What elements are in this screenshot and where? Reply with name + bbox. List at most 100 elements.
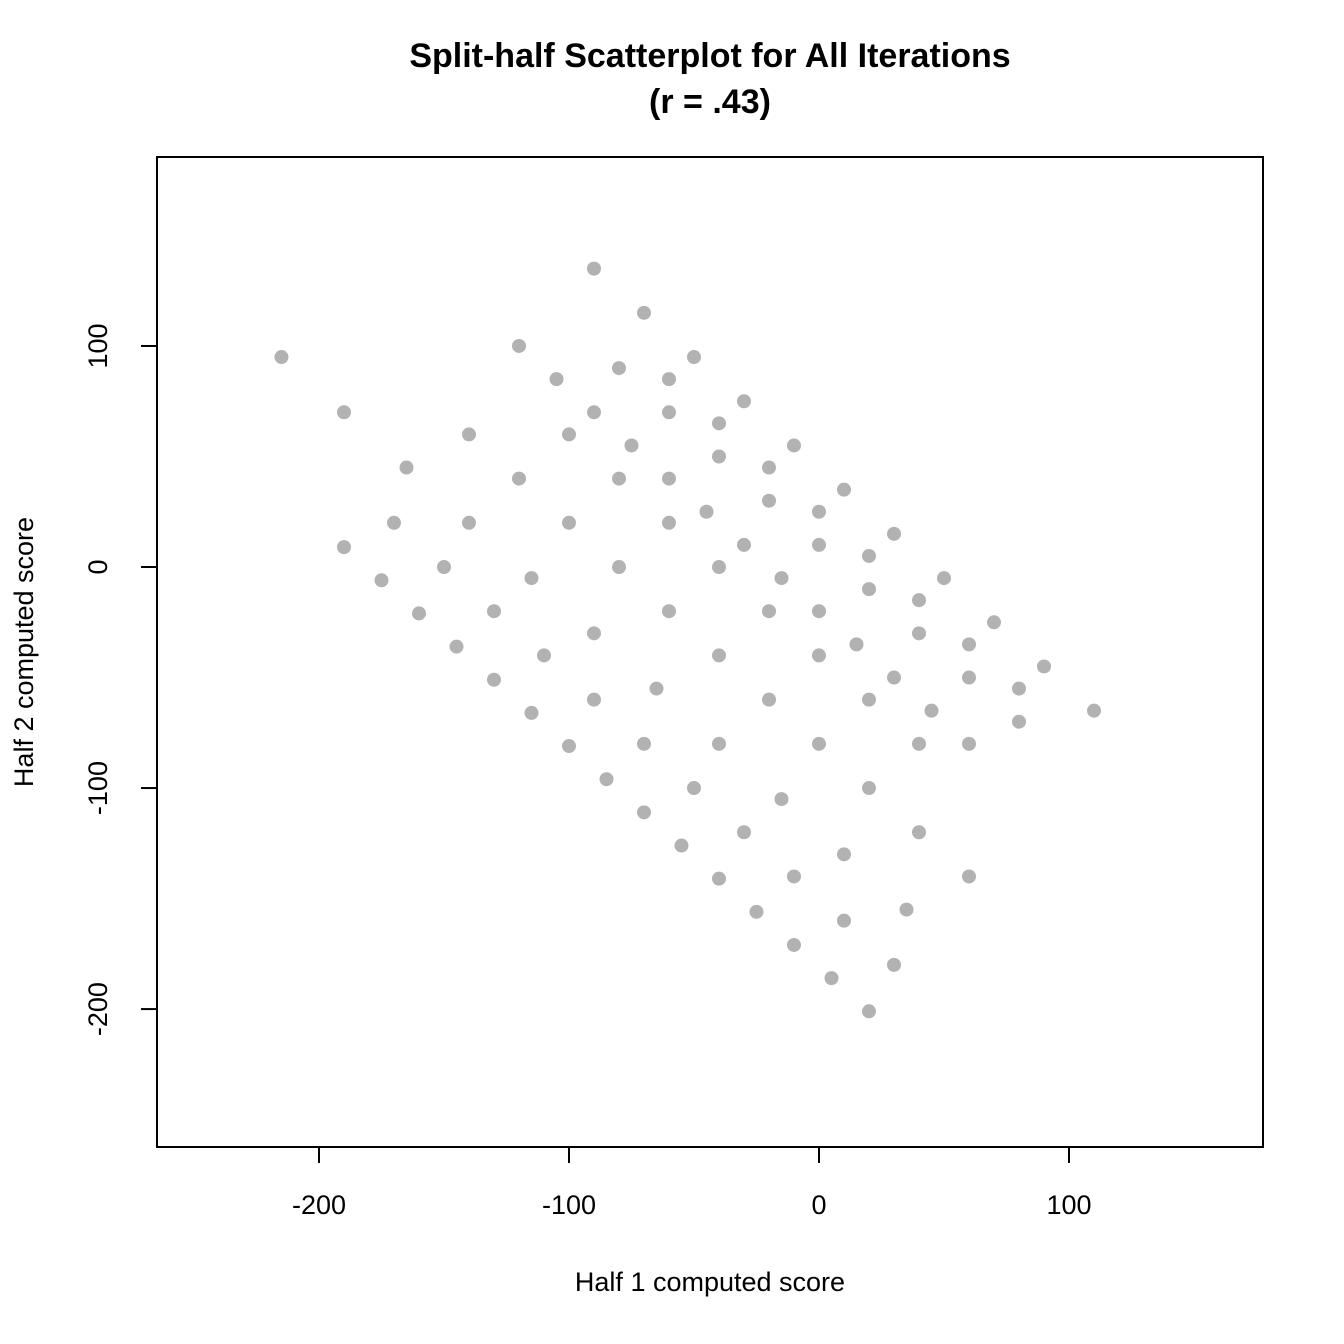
point (812, 648, 826, 663)
point (612, 471, 626, 486)
point (562, 739, 576, 754)
point (712, 871, 726, 886)
plot-frame (156, 156, 1264, 1148)
point (887, 670, 901, 685)
point (787, 937, 801, 952)
point (662, 372, 676, 387)
y-tick-label: -200 (83, 982, 113, 1036)
point (712, 560, 726, 575)
point (762, 460, 776, 475)
point (737, 394, 751, 409)
point (662, 604, 676, 619)
point (374, 573, 389, 588)
point (412, 606, 426, 621)
point (912, 736, 926, 751)
point (912, 593, 926, 608)
point (862, 548, 876, 563)
chart-title: Split-half Scatterplot for All Iteration… (409, 37, 1010, 75)
point (449, 639, 464, 654)
point (737, 537, 751, 552)
point (624, 438, 639, 453)
point (887, 526, 901, 541)
point (812, 504, 826, 519)
point (937, 571, 951, 586)
point (887, 957, 901, 972)
chart-subtitle: (r = .43) (649, 83, 771, 121)
point (787, 438, 801, 453)
point (712, 449, 726, 464)
point (637, 736, 651, 751)
point (274, 350, 289, 365)
point (812, 537, 826, 552)
point (912, 825, 926, 840)
point (712, 736, 726, 751)
point (687, 781, 701, 796)
x-tick-label: -200 (292, 1190, 346, 1220)
point (387, 515, 401, 530)
point (562, 515, 576, 530)
point (587, 405, 601, 420)
point (837, 482, 851, 497)
x-axis-label: Half 1 computed score (575, 1267, 845, 1297)
point (862, 781, 876, 796)
point (487, 672, 501, 687)
point (1037, 659, 1051, 674)
point (837, 847, 851, 862)
point (962, 869, 976, 884)
point (612, 361, 626, 376)
point (812, 736, 826, 751)
point (337, 540, 351, 555)
point (962, 637, 976, 652)
point (462, 427, 476, 442)
point (662, 471, 676, 486)
point (1087, 703, 1101, 718)
x-tick-label: -100 (542, 1190, 596, 1220)
point (537, 648, 551, 663)
point (987, 615, 1001, 630)
point (587, 626, 601, 641)
point (812, 604, 826, 619)
point (612, 560, 626, 575)
y-tick-label: 0 (83, 559, 113, 574)
point (762, 493, 776, 508)
point (1012, 714, 1026, 729)
point (712, 416, 726, 431)
point (837, 913, 851, 928)
x-tick-label: 0 (811, 1190, 826, 1220)
point (512, 338, 526, 353)
point (437, 560, 451, 575)
y-tick-label: -100 (83, 761, 113, 815)
point (662, 405, 676, 420)
point (899, 902, 914, 917)
point (749, 904, 764, 919)
point (662, 515, 676, 530)
point (649, 681, 664, 696)
point (549, 372, 564, 387)
point (524, 571, 539, 586)
point (762, 604, 776, 619)
point (712, 648, 726, 663)
point (912, 626, 926, 641)
point (674, 838, 689, 853)
point (924, 703, 939, 718)
point (774, 792, 789, 807)
point (762, 692, 776, 707)
point (962, 736, 976, 751)
point (787, 869, 801, 884)
point (824, 971, 839, 986)
point (524, 705, 539, 720)
y-tick-label: 100 (83, 323, 113, 368)
x-tick-label: 100 (1046, 1190, 1091, 1220)
point (699, 504, 714, 519)
y-axis-label: Half 2 computed score (9, 517, 39, 787)
point (774, 571, 789, 586)
point (599, 772, 614, 787)
point (862, 692, 876, 707)
point (1012, 681, 1026, 696)
point (587, 692, 601, 707)
point (849, 637, 864, 652)
point (962, 670, 976, 685)
point (862, 1004, 876, 1019)
point (862, 582, 876, 597)
